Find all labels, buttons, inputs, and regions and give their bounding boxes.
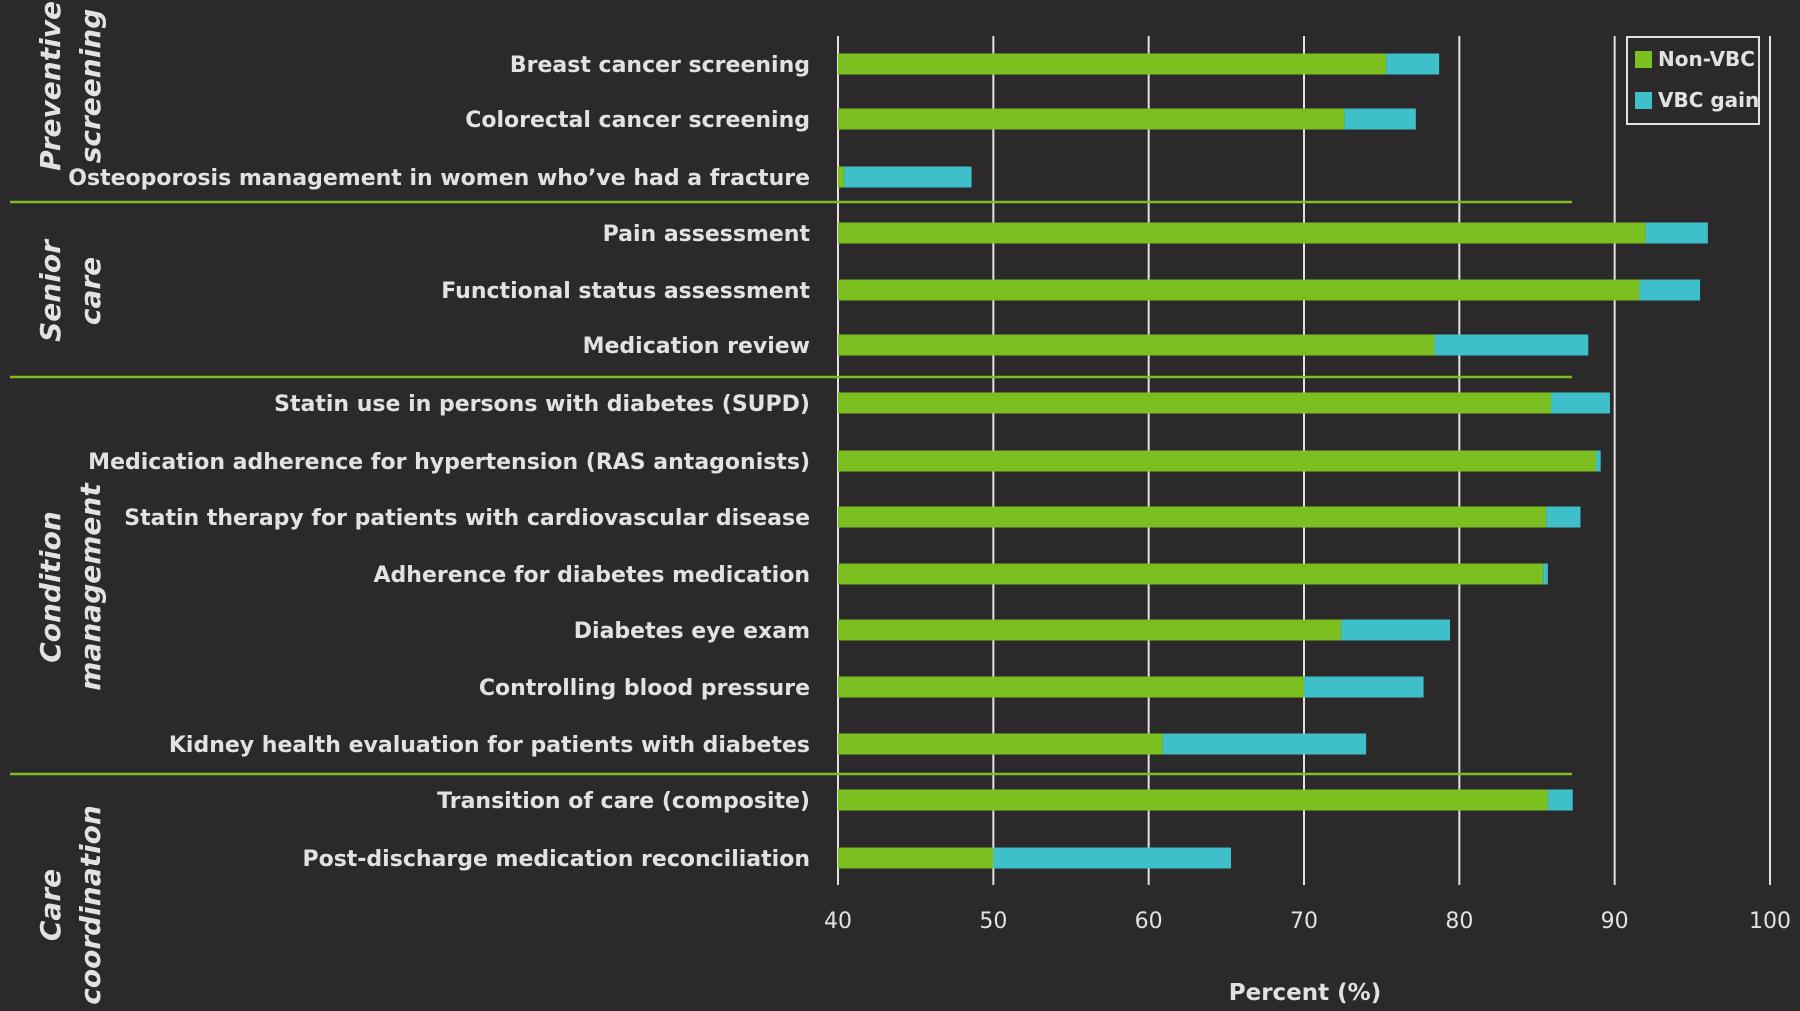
group-label: Senior care xyxy=(34,238,107,342)
legend-label: Non-VBC xyxy=(1658,47,1755,71)
bar-vbc-gain xyxy=(1550,392,1611,414)
bar-non-vbc xyxy=(838,392,1551,414)
bar-non-vbc xyxy=(838,847,994,869)
bar-vbc-gain xyxy=(844,166,972,188)
bar-category-label: Functional status assessment xyxy=(441,279,810,304)
bar-non-vbc xyxy=(838,53,1387,75)
bar-category-label: Breast cancer screening xyxy=(510,53,810,78)
bar-non-vbc xyxy=(838,450,1597,472)
group-label: Condition management xyxy=(34,482,107,691)
bar-non-vbc xyxy=(838,506,1547,528)
group-labels: Preventive screening Senior care Condition ma… xyxy=(34,1,107,1005)
bar-non-vbc xyxy=(838,676,1304,698)
bar-vbc-gain xyxy=(1386,53,1440,75)
bar-non-vbc xyxy=(838,733,1163,755)
bar-non-vbc xyxy=(838,166,845,188)
bar-vbc-gain xyxy=(1344,108,1416,130)
x-tick-label-40: 40 xyxy=(824,909,852,934)
legend-box xyxy=(1626,36,1760,125)
bar-category-label: Kidney health evaluation for patients wi… xyxy=(169,733,810,758)
bar-non-vbc xyxy=(838,279,1640,301)
x-tick-label-50: 50 xyxy=(979,909,1007,934)
bar-non-vbc xyxy=(838,222,1646,244)
bar-category-label: Transition of care (composite) xyxy=(437,789,810,814)
bar-vbc-gain xyxy=(1434,334,1589,356)
bar-vbc-gain xyxy=(1596,450,1601,472)
bar-vbc-gain xyxy=(993,847,1231,869)
legend: Non-VBC VBC gain xyxy=(1626,36,1760,125)
bar-non-vbc xyxy=(838,619,1342,641)
x-tick-label-70: 70 xyxy=(1290,909,1318,934)
bar-vbc-gain xyxy=(1341,619,1451,641)
bars xyxy=(838,53,1708,869)
bar-non-vbc xyxy=(838,334,1435,356)
bar-vbc-gain xyxy=(1546,506,1581,528)
bar-non-vbc xyxy=(838,789,1548,811)
bar-category-label: Medication review xyxy=(583,334,810,359)
bar-vbc-gain xyxy=(1543,563,1548,585)
legend-label: VBC gain xyxy=(1658,88,1759,112)
bar-category-label: Colorectal cancer screening xyxy=(465,108,810,133)
group-label: Care coordination xyxy=(34,805,107,1005)
bar-category-label: Medication adherence for hypertension (R… xyxy=(88,450,810,475)
legend-swatch xyxy=(1635,92,1652,109)
bar-non-vbc xyxy=(838,108,1345,130)
x-tick-label-90: 90 xyxy=(1601,909,1629,934)
bar-category-label: Statin use in persons with diabetes (SUP… xyxy=(274,392,810,417)
bar-category-label: Statin therapy for patients with cardiov… xyxy=(124,506,810,531)
bar-vbc-gain xyxy=(1162,733,1367,755)
x-tick-label-60: 60 xyxy=(1135,909,1163,934)
group-label: Preventive screening xyxy=(34,1,107,171)
x-axis-title: Percent (%) xyxy=(1229,980,1381,1006)
bar-category-label: Post-discharge medication reconciliation xyxy=(302,847,810,872)
legend-swatch xyxy=(1635,51,1652,68)
bar-category-label: Osteoporosis management in women who’ve … xyxy=(68,166,810,191)
x-tick-label-100: 100 xyxy=(1749,909,1791,934)
bar-category-label: Adherence for diabetes medication xyxy=(374,563,810,588)
bar-non-vbc xyxy=(838,563,1544,585)
bar-vbc-gain xyxy=(1547,789,1573,811)
bar-vbc-gain xyxy=(1645,222,1708,244)
bar-vbc-gain xyxy=(1639,279,1701,301)
bar-vbc-gain xyxy=(1304,676,1424,698)
x-tick-label-80: 80 xyxy=(1445,909,1473,934)
bar-labels: Breast cancer screening Colorectal cancer… xyxy=(68,53,810,872)
bar-category-label: Pain assessment xyxy=(603,222,811,247)
bar-category-label: Diabetes eye exam xyxy=(574,619,810,644)
x-axis-ticks: 40 50 60 70 80 90 100 xyxy=(824,909,1791,934)
bar-category-label: Controlling blood pressure xyxy=(479,676,810,701)
